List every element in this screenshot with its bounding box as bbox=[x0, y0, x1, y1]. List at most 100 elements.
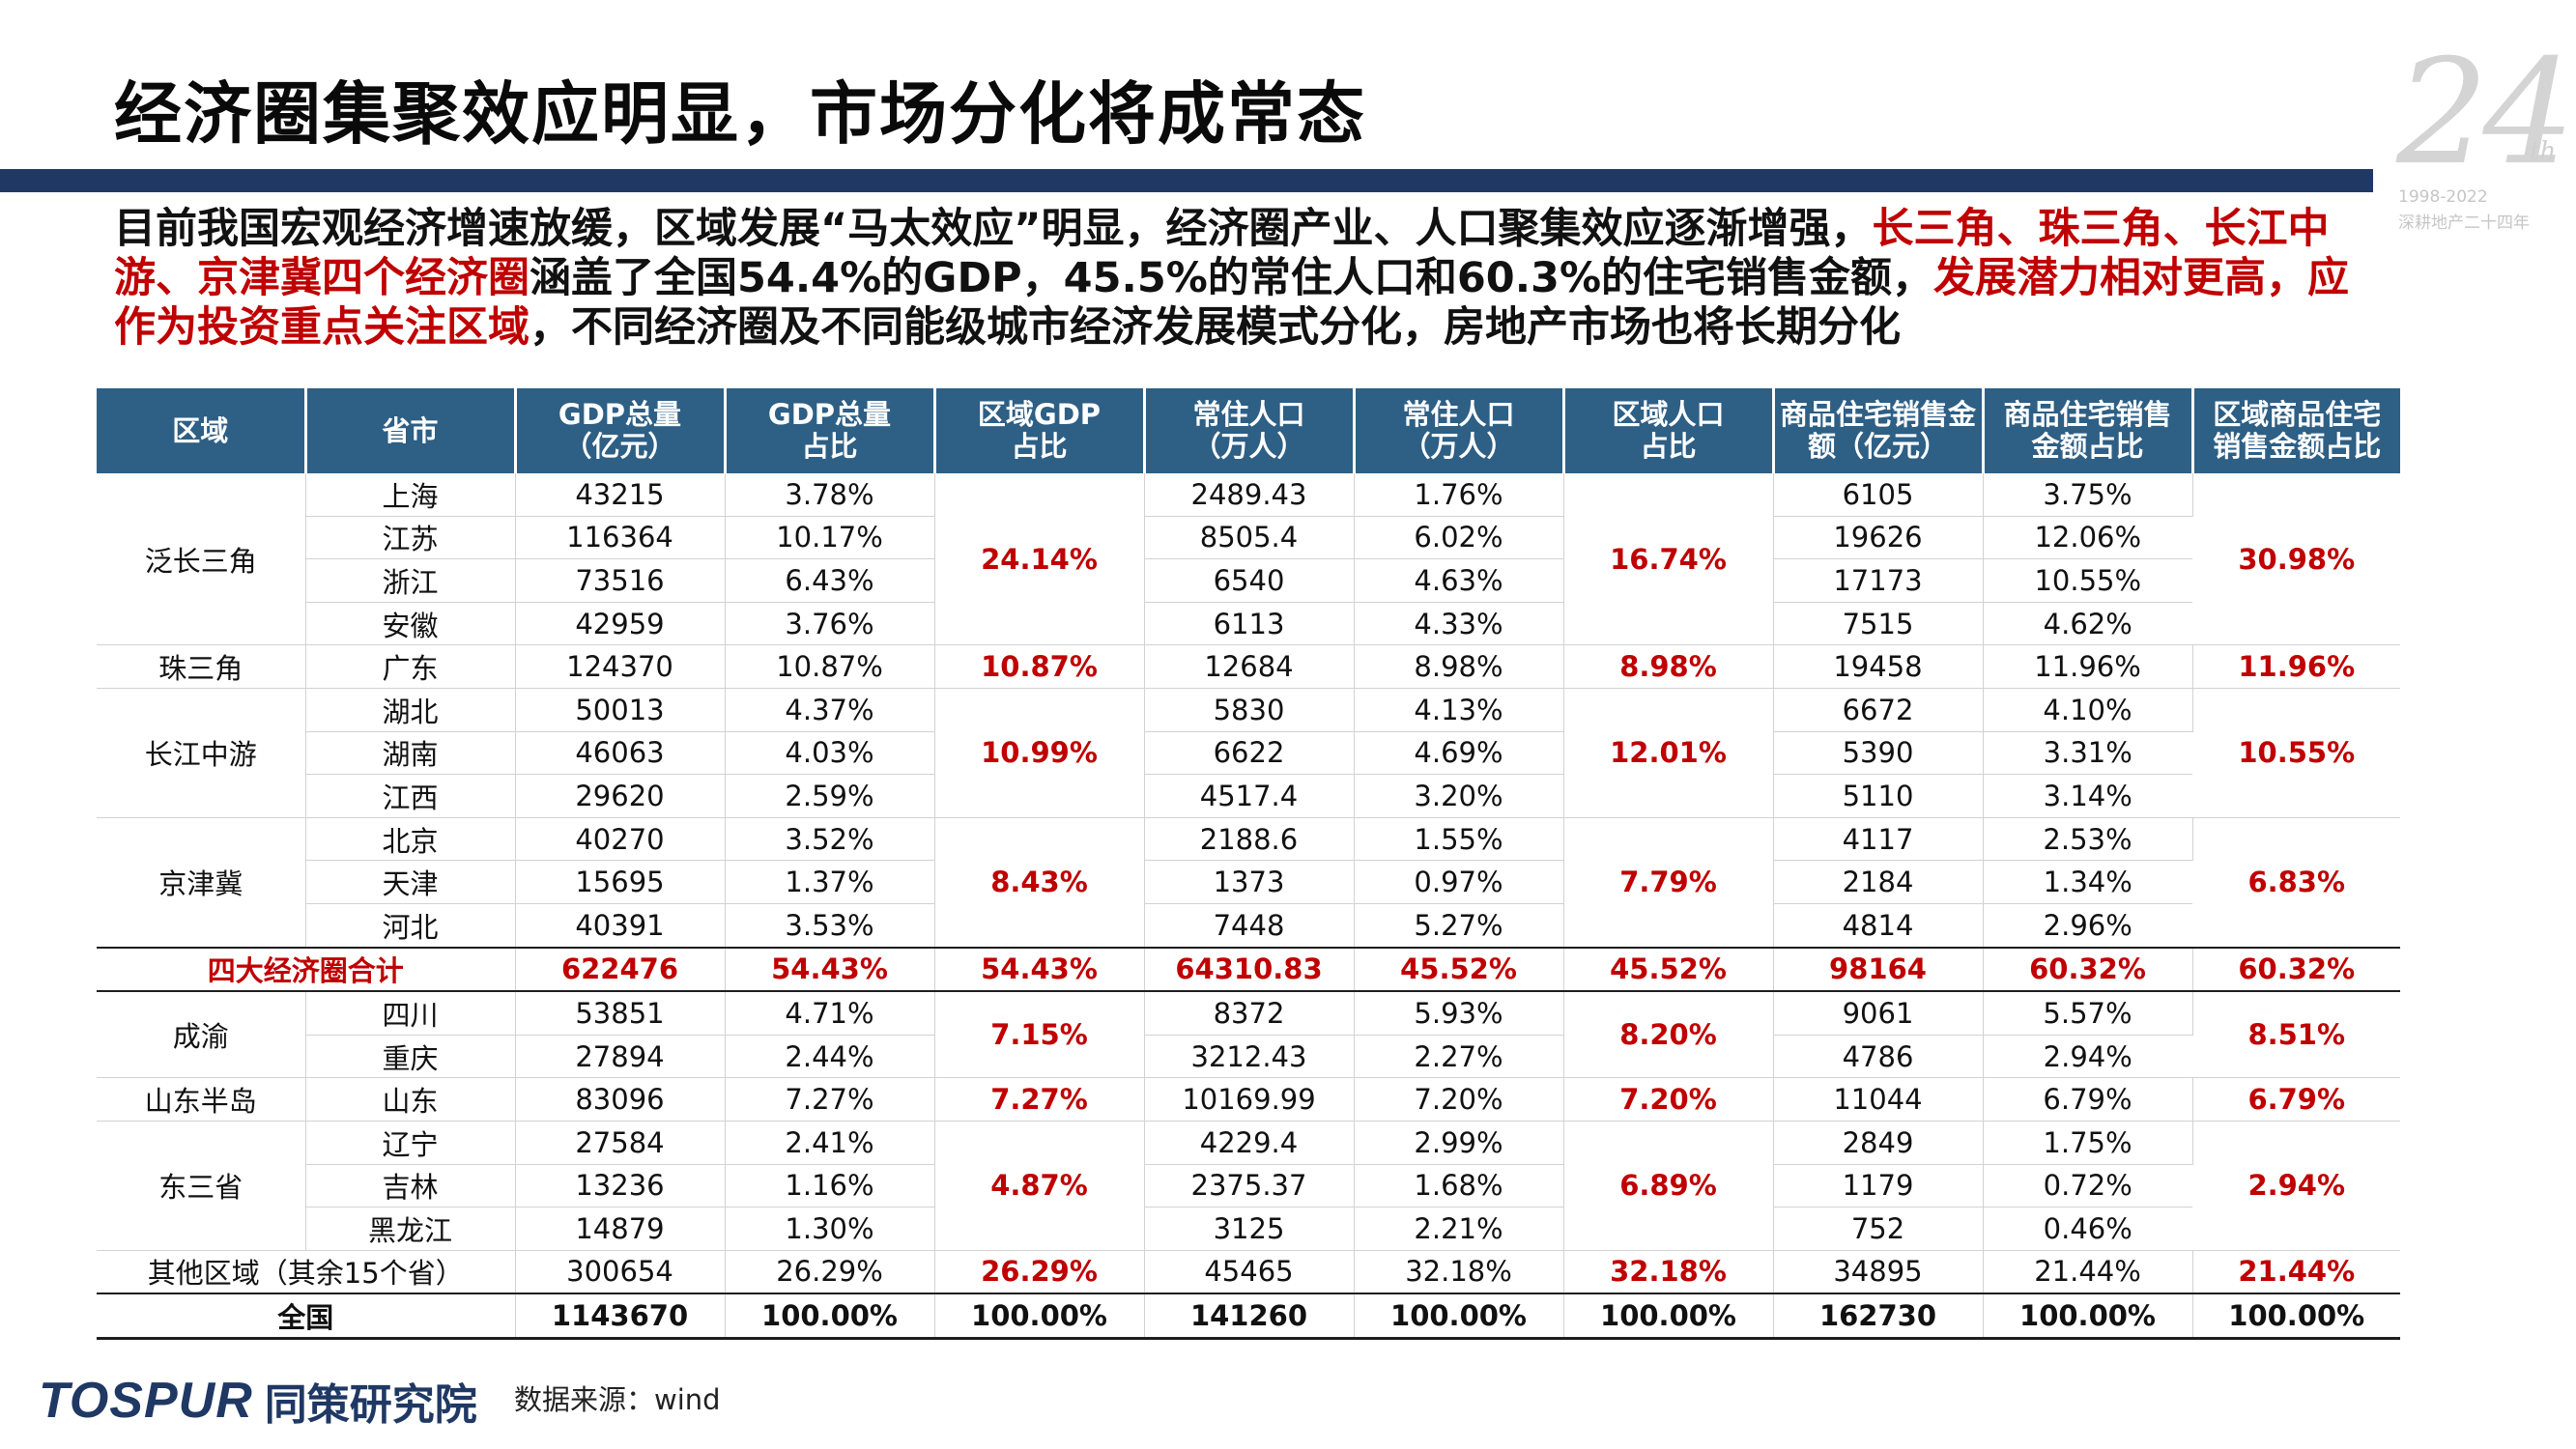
table-row: 长江中游 湖北 50013 4.37% 10.99% 5830 4.13% 12.01% 667… bbox=[97, 688, 2400, 818]
table-cell: 21.44% bbox=[2192, 1250, 2400, 1294]
table-cell: 0.46% bbox=[1983, 1207, 2192, 1251]
table-row: 泛长三角 上海 43215 3.78% 24.14% 2489.43 1.76% 16.74%… bbox=[97, 473, 2400, 646]
table-cell: 34895 bbox=[1773, 1250, 1984, 1294]
region-gdp-share-cell: 24.14% bbox=[934, 473, 1145, 646]
page-title: 经济圈集聚效应明显，市场分化将成常态 bbox=[114, 74, 1366, 154]
table-cell: 2.27% bbox=[1354, 1035, 1564, 1079]
region-gdp-share-cell: 10.87% bbox=[934, 644, 1145, 689]
region-population-share-cell: 7.20% bbox=[1563, 1077, 1774, 1122]
table-cell: 100.00% bbox=[1354, 1293, 1564, 1340]
region-sales-share-cell: 2.94% bbox=[2192, 1121, 2400, 1251]
table-cell: 60.32% bbox=[1983, 946, 2193, 993]
table-cell: 1373 bbox=[1144, 860, 1355, 904]
table-cell: 1.16% bbox=[725, 1164, 935, 1208]
region-name-cell: 东三省 bbox=[97, 1121, 306, 1251]
table-cell: 100.00% bbox=[1563, 1293, 1774, 1340]
table-cell: 1.34% bbox=[1983, 860, 2192, 904]
table-cell: 4.63% bbox=[1354, 558, 1564, 603]
province-cell: 江苏 bbox=[305, 516, 516, 560]
table-cell: 6.02% bbox=[1354, 516, 1564, 560]
table-cell: 1179 bbox=[1773, 1164, 1984, 1208]
table-cell: 6.43% bbox=[725, 558, 935, 603]
table-cell: 3212.43 bbox=[1144, 1035, 1355, 1079]
table-cell: 7515 bbox=[1773, 602, 1984, 646]
table-cell: 54.43% bbox=[934, 946, 1145, 993]
intro-paragraph: 目前我国宏观经济增速放缓，区域发展“马太效应”明显，经济圈产业、人口聚集效应逐渐… bbox=[114, 205, 2350, 352]
table-cell: 5390 bbox=[1773, 731, 1984, 776]
table-cell: 7448 bbox=[1144, 903, 1355, 949]
table-row: 珠三角 广东 124370 10.87% 10.87% 12684 8.98% 8.98% 19… bbox=[97, 644, 2400, 689]
table-cell: 9061 bbox=[1773, 991, 1984, 1036]
table-cell: 2.59% bbox=[725, 774, 935, 818]
table-cell: 3125 bbox=[1144, 1207, 1355, 1251]
table-cell: 32.18% bbox=[1563, 1250, 1774, 1294]
table-cell: 10169.99 bbox=[1144, 1077, 1355, 1122]
table-header-row: 区域 省市 GDP总量 （亿元） GDP总量 占比 区域GDP 占比 常住人口 （万人） 常住人口（… bbox=[97, 388, 2400, 473]
region-gdp-share-cell: 10.99% bbox=[934, 688, 1145, 818]
province-cell: 吉林 bbox=[305, 1164, 516, 1208]
table-cell: 1143670 bbox=[515, 1293, 726, 1340]
province-cell: 浙江 bbox=[305, 558, 516, 603]
table-cell: 2184 bbox=[1773, 860, 1984, 904]
table-cell: 27584 bbox=[515, 1121, 726, 1165]
table-cell: 141260 bbox=[1144, 1293, 1355, 1340]
table-cell: 4.03% bbox=[725, 731, 935, 776]
table-cell: 11.96% bbox=[1983, 644, 2193, 689]
table-cell: 3.31% bbox=[1983, 731, 2192, 776]
table-cell: 116364 bbox=[515, 516, 726, 560]
table-cell: 2188.6 bbox=[1144, 817, 1355, 862]
table-row: 天津 15695 1.37% 1373 0.97% 2184 1.34% bbox=[97, 860, 2400, 904]
table-cell: 4.10% bbox=[1983, 688, 2193, 732]
table-cell: 2849 bbox=[1773, 1121, 1984, 1165]
table-cell: 6622 bbox=[1144, 731, 1355, 776]
table-cell: 26.29% bbox=[725, 1250, 935, 1294]
other-regions-row: 其他区域（其余15个省） 300654 26.29% 26.29% 45465 32.18… bbox=[97, 1250, 2400, 1294]
tospur-logo: TOSPUR 同策研究院 bbox=[39, 1373, 477, 1430]
region-gdp-share-cell: 7.15% bbox=[934, 991, 1145, 1079]
table-cell: 8372 bbox=[1144, 991, 1355, 1036]
table-cell: 6.79% bbox=[1983, 1077, 2193, 1122]
table-cell: 124370 bbox=[515, 644, 726, 689]
province-cell: 湖北 bbox=[305, 688, 516, 732]
table-cell: 100.00% bbox=[1983, 1293, 2193, 1340]
table-cell: 19626 bbox=[1773, 516, 1984, 560]
table-row: 湖南 46063 4.03% 6622 4.69% 5390 3.31% bbox=[97, 731, 2400, 776]
table-cell: 12684 bbox=[1144, 644, 1355, 689]
table-cell: 42959 bbox=[515, 602, 726, 646]
region-gdp-share-cell: 7.27% bbox=[934, 1077, 1145, 1122]
column-header: 区域GDP 占比 bbox=[932, 388, 1144, 473]
column-header: 商品住宅销售金 额（亿元） bbox=[1771, 388, 1983, 473]
table-cell: 6105 bbox=[1773, 473, 1984, 517]
table-cell: 45.52% bbox=[1354, 946, 1564, 993]
table-cell: 3.52% bbox=[725, 817, 935, 862]
table-cell: 622476 bbox=[515, 946, 726, 993]
table-cell: 40270 bbox=[515, 817, 726, 862]
province-cell: 辽宁 bbox=[305, 1121, 516, 1165]
table-cell: 1.75% bbox=[1983, 1121, 2193, 1165]
province-cell: 天津 bbox=[305, 860, 516, 904]
row-label-cell: 四大经济圈合计 bbox=[97, 946, 516, 993]
region-name-cell: 泛长三角 bbox=[97, 473, 306, 646]
summary-row: 四大经济圈合计 622476 54.43% 54.43% 64310.83 45.52% 4… bbox=[97, 946, 2400, 993]
table-cell: 6113 bbox=[1144, 602, 1355, 646]
table-row: 东三省 辽宁 27584 2.41% 4.87% 4229.4 2.99% 6.89% 2849… bbox=[97, 1121, 2400, 1251]
region-name-cell: 成渝 bbox=[97, 991, 306, 1079]
table-cell: 6672 bbox=[1773, 688, 1984, 732]
table-cell: 5.27% bbox=[1354, 903, 1564, 949]
province-cell: 北京 bbox=[305, 817, 516, 862]
table-row: 山东半岛 山东 83096 7.27% 7.27% 10169.99 7.20% 7.20% 1… bbox=[97, 1077, 2400, 1122]
table-cell: 45.52% bbox=[1563, 946, 1774, 993]
table-cell: 4.69% bbox=[1354, 731, 1564, 776]
region-population-share-cell: 7.79% bbox=[1563, 817, 1774, 949]
table-cell: 2.99% bbox=[1354, 1121, 1564, 1165]
table-cell: 98164 bbox=[1773, 946, 1984, 993]
table-cell: 53851 bbox=[515, 991, 726, 1036]
table-cell: 1.68% bbox=[1354, 1164, 1564, 1208]
province-cell: 湖南 bbox=[305, 731, 516, 776]
table-cell: 46063 bbox=[515, 731, 726, 776]
table-cell: 0.72% bbox=[1983, 1164, 2192, 1208]
table-cell: 73516 bbox=[515, 558, 726, 603]
table-cell: 21.44% bbox=[1983, 1250, 2193, 1294]
region-name-cell: 长江中游 bbox=[97, 688, 306, 818]
region-sales-share-cell: 6.83% bbox=[2192, 817, 2400, 949]
